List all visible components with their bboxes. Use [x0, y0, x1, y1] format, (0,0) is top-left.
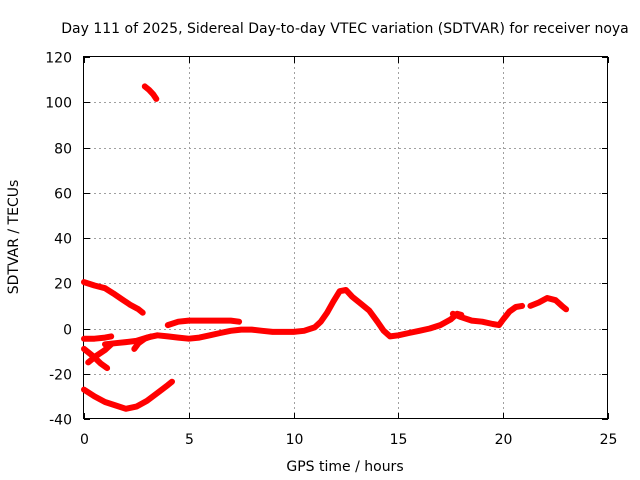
- y-tick-label: 0: [63, 323, 72, 339]
- plot-frame: [83, 56, 608, 419]
- x-tick-label: 25: [600, 432, 618, 448]
- y-tick-label: 120: [45, 51, 72, 67]
- grid-lines: [84, 57, 608, 419]
- y-tick-label: -40: [49, 413, 72, 429]
- series-upper-bump: [164, 317, 243, 329]
- x-tick-label: 5: [185, 432, 194, 448]
- series-high-arc: [141, 83, 160, 102]
- series-short-segment-a: [81, 333, 115, 342]
- x-tick-label: 20: [495, 432, 513, 448]
- y-tick-label: 60: [54, 187, 72, 203]
- series-end-cluster: [527, 295, 570, 313]
- series-short-segment-b: [81, 345, 111, 372]
- series-short-segment-c: [85, 341, 115, 366]
- x-axis-title: GPS time / hours: [286, 459, 403, 475]
- y-tick-label: 40: [54, 232, 72, 248]
- y-axis-title: SDTVAR / TECUs: [6, 180, 22, 295]
- y-tick-label: 100: [45, 96, 72, 112]
- y-tick-label: -20: [49, 368, 72, 384]
- data-series: [81, 83, 570, 412]
- axis-ticks: 0 5 10 15 20 25 -40 -20 0 20 40 60 80 100 120: [45, 51, 617, 449]
- x-tick-label: 15: [390, 432, 408, 448]
- x-tick-label: 10: [286, 432, 304, 448]
- x-tick-label: 0: [80, 432, 89, 448]
- series-late-track: [449, 302, 526, 329]
- series-lower-arc: [81, 378, 175, 412]
- series-descending-arc: [81, 279, 146, 316]
- chart-title: Day 111 of 2025, Sidereal Day-to-day VTE…: [61, 21, 629, 37]
- y-tick-label: 20: [54, 277, 72, 293]
- y-tick-label: 80: [54, 142, 72, 158]
- series-main-track: [102, 287, 465, 348]
